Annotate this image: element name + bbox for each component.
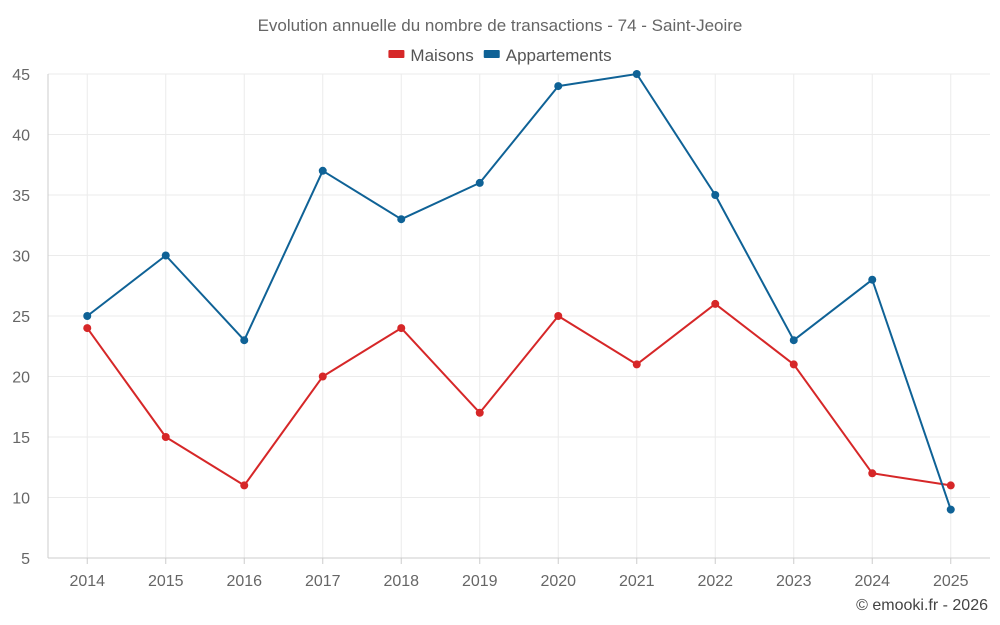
y-tick-label: 45 [12, 67, 30, 84]
chart-title: Evolution annuelle du nombre de transact… [258, 16, 743, 35]
data-point-appartements[interactable] [632, 70, 641, 78]
x-tick-label: 2020 [540, 573, 576, 590]
x-tick-label: 2015 [148, 573, 184, 590]
data-point-maisons[interactable] [397, 324, 406, 333]
data-point-maisons[interactable] [554, 312, 563, 320]
legend-label: Appartements [506, 46, 612, 65]
grid [48, 73, 990, 558]
data-point-maisons[interactable] [946, 481, 955, 490]
y-tick-label: 20 [12, 370, 30, 387]
series-line-maisons [86, 302, 951, 487]
series-layer [83, 70, 955, 514]
legend-swatch [483, 50, 500, 58]
x-tick-label: 2025 [933, 573, 969, 590]
x-tick-label: 2014 [69, 573, 105, 590]
data-point-appartements[interactable] [397, 215, 406, 224]
x-tick-label: 2018 [383, 573, 419, 590]
data-point-appartements[interactable] [240, 336, 249, 345]
data-point-appartements[interactable] [554, 82, 563, 91]
x-tick-label: 2022 [697, 573, 733, 590]
data-point-maisons[interactable] [475, 408, 484, 417]
data-point-appartements[interactable] [868, 275, 877, 284]
legend-label: Maisons [410, 46, 473, 65]
x-tick-label: 2019 [462, 573, 498, 590]
data-point-maisons[interactable] [789, 360, 798, 369]
y-tick-label: 10 [12, 491, 30, 508]
data-point-maisons[interactable] [868, 469, 877, 478]
x-tick-label: 2023 [776, 573, 812, 590]
y-tick-label: 40 [12, 128, 30, 145]
legend-item-maisons[interactable]: Maisons [388, 46, 474, 65]
credit-text: © emooki.fr - 2026 [856, 597, 988, 614]
data-point-appartements[interactable] [946, 505, 955, 514]
data-point-maisons[interactable] [632, 360, 641, 369]
y-tick-label: 30 [12, 249, 30, 266]
data-point-appartements[interactable] [711, 191, 720, 199]
y-tick-label: 25 [12, 309, 30, 326]
data-point-maisons[interactable] [711, 299, 720, 308]
series-line-appartements [86, 73, 952, 510]
y-tick-label: 15 [12, 430, 30, 447]
legend-item-appartements[interactable]: Appartements [483, 46, 612, 65]
data-point-appartements[interactable] [83, 312, 92, 320]
data-point-appartements[interactable] [475, 178, 484, 187]
data-point-appartements[interactable] [318, 166, 327, 175]
y-tick-label: 5 [21, 551, 30, 568]
x-tick-label: 2016 [226, 573, 262, 590]
data-point-appartements[interactable] [161, 251, 170, 260]
x-tick-label: 2021 [619, 573, 655, 590]
data-point-maisons[interactable] [161, 433, 170, 441]
legend-swatch [388, 50, 405, 58]
data-point-maisons[interactable] [240, 481, 249, 490]
data-point-appartements[interactable] [789, 336, 798, 345]
data-point-maisons[interactable] [83, 324, 92, 333]
x-tick-label: 2017 [305, 573, 341, 590]
y-tick-label: 35 [12, 188, 30, 205]
data-point-maisons[interactable] [318, 372, 327, 381]
x-tick-label: 2024 [854, 573, 890, 590]
legend: Maisons Appartements [388, 46, 612, 65]
